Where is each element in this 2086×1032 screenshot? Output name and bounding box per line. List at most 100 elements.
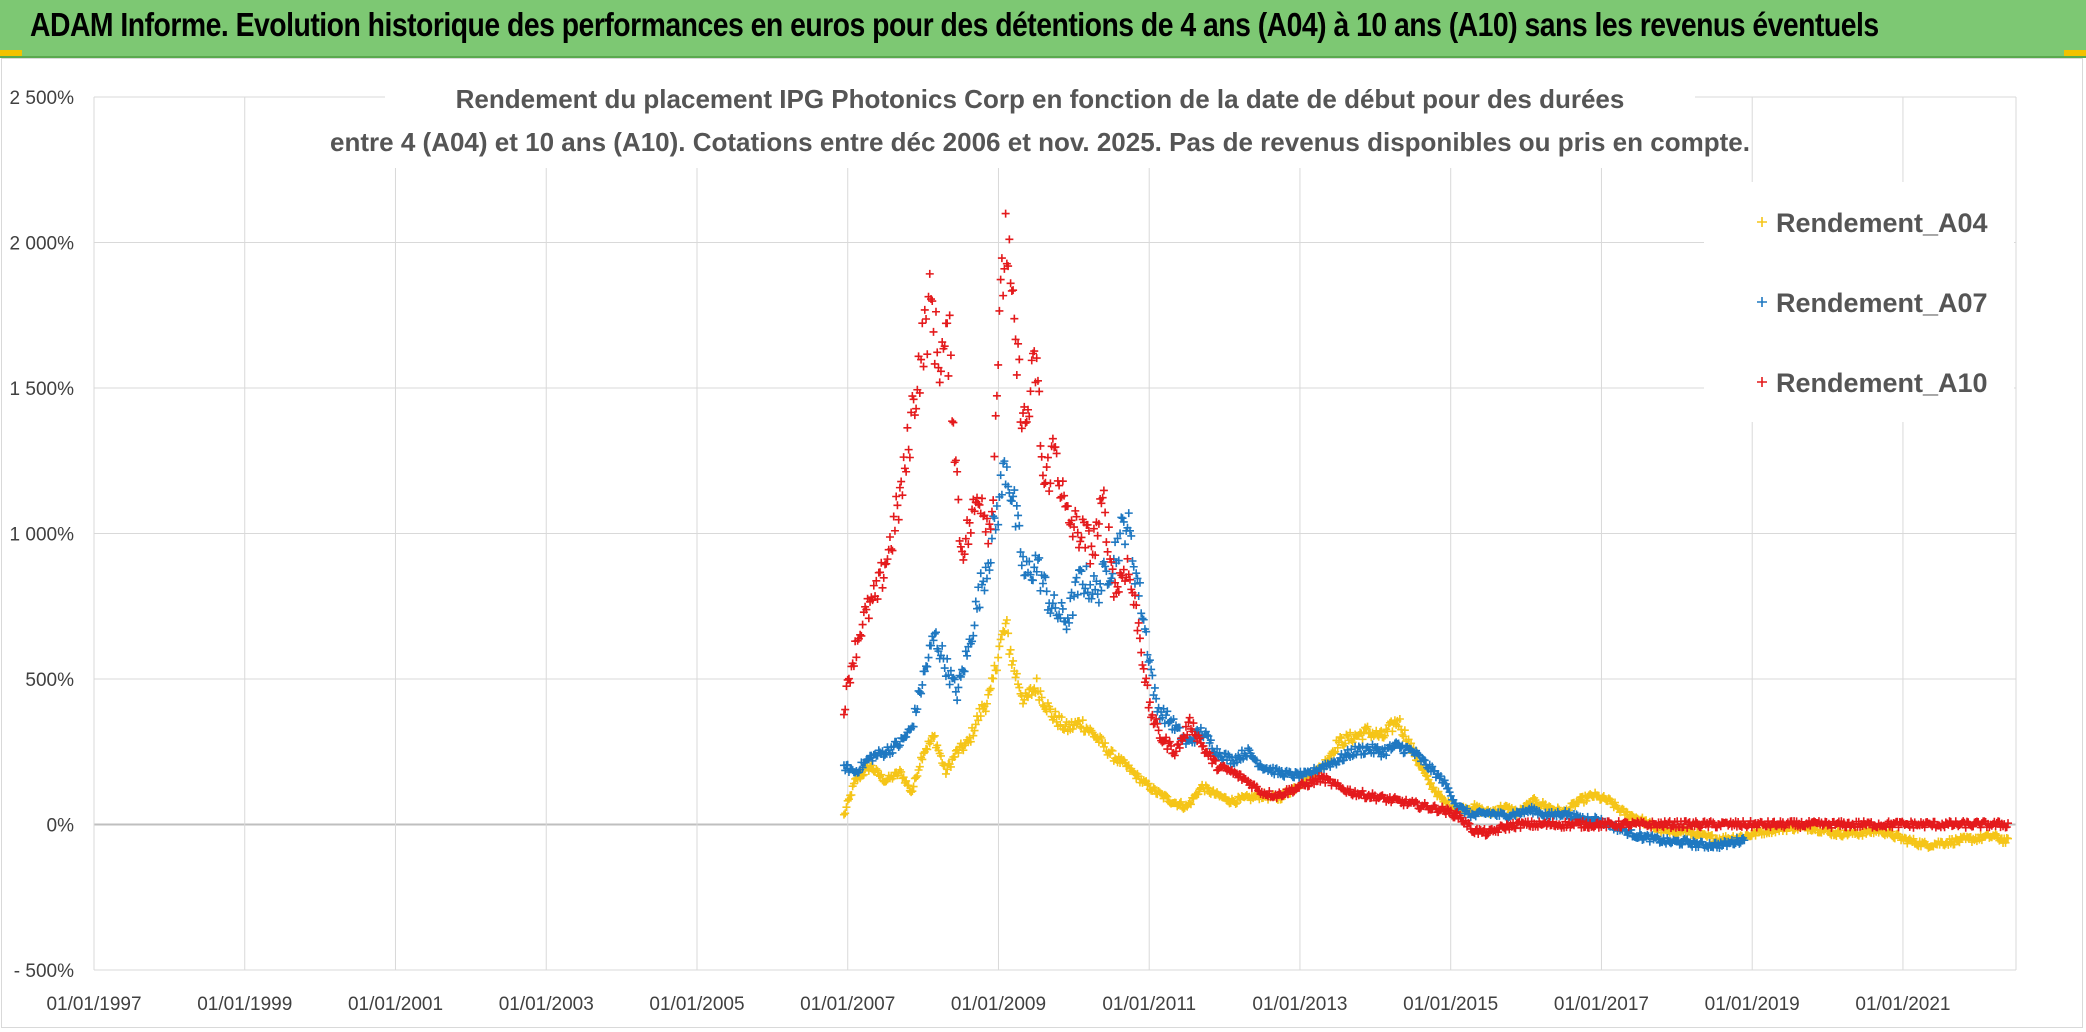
data-point (1089, 571, 1098, 580)
data-point (970, 507, 979, 516)
data-point (929, 327, 938, 336)
data-point (1012, 669, 1021, 678)
title-background (385, 84, 1695, 168)
x-tick-label: 01/01/2021 (1855, 994, 1950, 1015)
data-point (1072, 512, 1081, 521)
data-point (1329, 749, 1338, 758)
data-point (1920, 823, 1929, 832)
data-point (1388, 744, 1397, 753)
data-point (847, 791, 856, 800)
chart-title-line-2: entre 4 (A04) et 10 ans (A10). Cotations… (330, 127, 1750, 157)
data-point (1133, 574, 1142, 583)
data-point (1032, 567, 1041, 576)
data-point (1114, 587, 1123, 596)
data-point (1024, 405, 1033, 414)
data-point (985, 520, 994, 529)
data-point (960, 667, 969, 676)
data-point (1186, 800, 1195, 809)
data-point (1163, 707, 1172, 716)
series-Rendement_A10 (839, 209, 2013, 840)
data-point (966, 737, 975, 746)
data-point (1691, 817, 1700, 826)
data-point (1119, 517, 1128, 526)
data-point (1021, 419, 1030, 428)
data-point (1046, 479, 1055, 488)
data-point (956, 542, 965, 551)
data-point (1126, 575, 1134, 584)
data-point (1428, 762, 1437, 771)
data-point (893, 501, 902, 510)
data-point (929, 732, 938, 741)
data-point (1894, 823, 1903, 832)
data-point (1025, 557, 1034, 566)
data-point (1426, 779, 1435, 788)
data-point (894, 515, 903, 524)
data-point (1037, 693, 1046, 702)
data-point (1123, 554, 1132, 563)
data-point (950, 675, 959, 684)
data-point (1445, 788, 1454, 797)
data-point (912, 773, 921, 782)
data-point (879, 573, 888, 582)
data-point (1087, 542, 1096, 551)
data-point (1010, 486, 1019, 495)
data-point (1183, 730, 1192, 739)
data-point (954, 683, 963, 692)
data-point (1429, 783, 1438, 792)
data-point (1771, 828, 1780, 837)
data-point (844, 795, 853, 804)
data-point (1084, 526, 1093, 535)
data-point (1043, 453, 1052, 462)
data-point (1116, 529, 1125, 538)
data-point (907, 788, 916, 797)
data-point (1184, 718, 1193, 727)
data-point (1057, 598, 1066, 607)
data-point (1025, 412, 1034, 421)
data-point (1072, 573, 1081, 582)
data-point (1824, 819, 1833, 828)
data-point (858, 763, 867, 772)
data-point (1167, 741, 1176, 750)
data-point (1148, 671, 1157, 680)
data-point (936, 367, 945, 376)
data-point (1026, 387, 1035, 396)
data-point (1398, 741, 1407, 750)
data-point (1060, 491, 1069, 500)
data-point (1139, 664, 1148, 673)
data-point (946, 762, 955, 771)
data-point (1135, 578, 1144, 587)
data-point (1011, 673, 1020, 682)
data-point (959, 555, 968, 564)
data-point (950, 752, 959, 761)
data-point (904, 445, 913, 454)
legend: Rendement_A04 Rendement_A07 Rendement_A10 (1704, 182, 2014, 422)
data-point (1071, 578, 1080, 587)
series-Rendement_A04 (839, 615, 2013, 852)
data-point (1009, 286, 1018, 295)
data-point (873, 766, 882, 775)
data-point (1102, 567, 1111, 576)
data-point (1108, 746, 1117, 755)
data-point (1150, 683, 1159, 692)
data-point (961, 647, 970, 656)
data-point (1076, 565, 1085, 574)
data-point (1058, 604, 1067, 613)
data-point (1145, 698, 1154, 707)
legend-label: Rendement_A04 (1776, 208, 1988, 238)
data-point (956, 672, 965, 681)
data-point (1007, 497, 1016, 506)
data-point (990, 514, 999, 523)
data-point (1132, 569, 1141, 578)
data-point (1316, 777, 1325, 786)
data-point (1434, 787, 1443, 796)
data-point (1000, 627, 1009, 636)
data-point (1436, 772, 1445, 781)
data-point (1082, 723, 1091, 732)
data-point (974, 499, 983, 508)
data-point (986, 558, 995, 567)
data-point (1042, 463, 1051, 472)
data-point (969, 731, 978, 740)
data-point (1101, 508, 1110, 517)
data-point (1380, 731, 1389, 740)
data-point (873, 595, 882, 604)
